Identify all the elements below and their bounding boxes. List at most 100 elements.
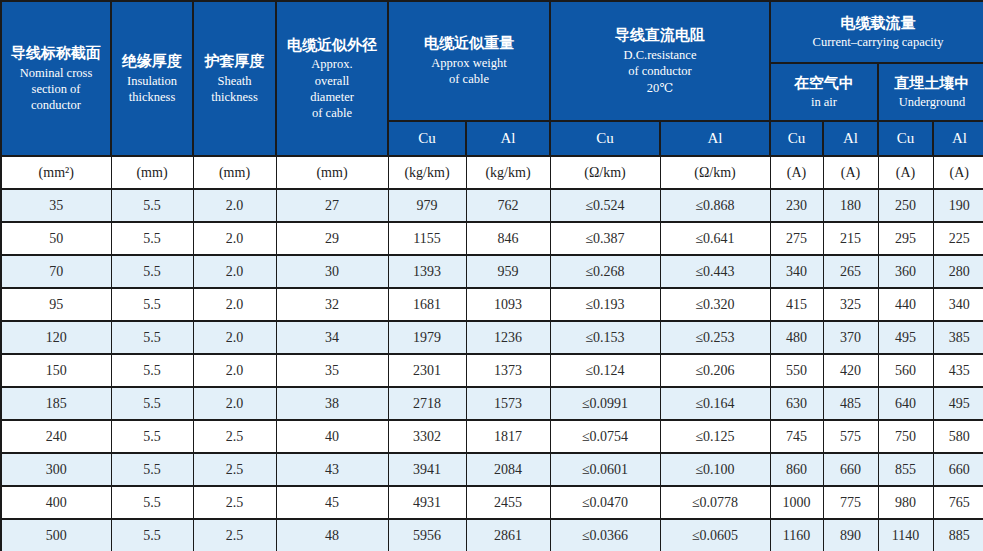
table-cell: 890 [823, 519, 878, 551]
table-row: 4005.52.54549312455≤0.0470≤0.07781000775… [1, 486, 983, 519]
header-air-cu: Cu [770, 121, 823, 156]
table-cell: 435 [933, 354, 983, 387]
table-cell: 560 [878, 354, 933, 387]
table-cell: 480 [770, 321, 823, 354]
table-cell: ≤0.193 [550, 288, 660, 321]
table-cell: 750 [878, 420, 933, 453]
table-cell: 1979 [388, 321, 466, 354]
table-cell: ≤0.164 [660, 387, 770, 420]
table-cell: 2.5 [193, 453, 276, 486]
table-cell: 1236 [466, 321, 550, 354]
table-cell: 1093 [466, 288, 550, 321]
table-cell: 3302 [388, 420, 466, 453]
table-cell: 300 [1, 453, 111, 486]
table-cell: 35 [276, 354, 388, 387]
table-row: 2405.52.54033021817≤0.0754≤0.12574557575… [1, 420, 983, 453]
table-cell: 190 [933, 189, 983, 222]
table-cell: 846 [466, 222, 550, 255]
table-cell: 340 [770, 255, 823, 288]
table-row: 705.52.0301393959≤0.268≤0.44334026536028… [1, 255, 983, 288]
table-cell: 370 [823, 321, 878, 354]
table-row: 1505.52.03523011373≤0.124≤0.206550420560… [1, 354, 983, 387]
unit-cell: (kg/km) [466, 156, 550, 189]
table-cell: 5.5 [111, 189, 193, 222]
header-sheath-zh: 护套厚度 [196, 52, 273, 71]
unit-cell: (mm²) [1, 156, 111, 189]
table-cell: 340 [933, 288, 983, 321]
unit-cell: (A) [770, 156, 823, 189]
table-cell: 640 [878, 387, 933, 420]
table-cell: 855 [878, 453, 933, 486]
table-cell: 1155 [388, 222, 466, 255]
table-cell: 2.0 [193, 321, 276, 354]
table-cell: 1681 [388, 288, 466, 321]
table-cell: 745 [770, 420, 823, 453]
table-cell: ≤0.206 [660, 354, 770, 387]
table-row: 505.52.0291155846≤0.387≤0.64127521529522… [1, 222, 983, 255]
unit-cell: (Ω/km) [660, 156, 770, 189]
table-cell: 1000 [770, 486, 823, 519]
table-cell: 40 [276, 420, 388, 453]
table-cell: ≤0.443 [660, 255, 770, 288]
header-underground-en: Underground [881, 94, 983, 110]
table-cell: 1140 [878, 519, 933, 551]
table-cell: 1393 [388, 255, 466, 288]
table-cell: 50 [1, 222, 111, 255]
table-cell: 2.0 [193, 189, 276, 222]
table-cell: 2301 [388, 354, 466, 387]
header-weight-al: Al [466, 121, 550, 156]
table-cell: 575 [823, 420, 878, 453]
table-cell: 2.0 [193, 288, 276, 321]
table-cell: ≤0.0605 [660, 519, 770, 551]
table-cell: ≤0.124 [550, 354, 660, 387]
header-in-air-zh: 在空气中 [773, 74, 875, 93]
table-cell: ≤0.125 [660, 420, 770, 453]
header-insulation-thickness: 绝缘厚度 Insulation thickness [111, 1, 193, 156]
table-row: 955.52.03216811093≤0.193≤0.3204153254403… [1, 288, 983, 321]
table-row: 355.52.027979762≤0.524≤0.868230180250190 [1, 189, 983, 222]
table-cell: ≤0.153 [550, 321, 660, 354]
table-cell: 95 [1, 288, 111, 321]
table-cell: 27 [276, 189, 388, 222]
table-cell: 5.5 [111, 255, 193, 288]
table-cell: 2718 [388, 387, 466, 420]
table-cell: 5.5 [111, 486, 193, 519]
header-dc-resistance: 导线直流电阻 D.C.resistance of conductor 20℃ [550, 1, 770, 121]
table-cell: 1160 [770, 519, 823, 551]
table-cell: ≤0.868 [660, 189, 770, 222]
table-cell: 275 [770, 222, 823, 255]
table-cell: 5.5 [111, 420, 193, 453]
header-in-air: 在空气中 in air [770, 63, 878, 121]
table-cell: 45 [276, 486, 388, 519]
table-cell: 32 [276, 288, 388, 321]
table-cell: ≤0.268 [550, 255, 660, 288]
table-cell: ≤0.253 [660, 321, 770, 354]
table-cell: ≤0.387 [550, 222, 660, 255]
table-cell: 5.5 [111, 288, 193, 321]
table-cell: 1817 [466, 420, 550, 453]
table-cell: ≤0.320 [660, 288, 770, 321]
table-cell: 35 [1, 189, 111, 222]
table-cell: 4931 [388, 486, 466, 519]
unit-cell: (mm) [193, 156, 276, 189]
table-cell: 550 [770, 354, 823, 387]
table-cell: 762 [466, 189, 550, 222]
header-current-capacity: 电缆载流量 Current–carrying capacity [770, 1, 983, 63]
table-cell: ≤0.100 [660, 453, 770, 486]
table-cell: 30 [276, 255, 388, 288]
table-body: 355.52.027979762≤0.524≤0.868230180250190… [1, 189, 983, 551]
header-resistance-en: D.C.resistance of conductor 20℃ [553, 47, 767, 96]
header-nominal-section-zh: 导线标称截面 [4, 44, 108, 63]
table-cell: 2.0 [193, 222, 276, 255]
unit-cell: (Ω/km) [550, 156, 660, 189]
table-cell: 1373 [466, 354, 550, 387]
table-cell: 120 [1, 321, 111, 354]
unit-cell: (kg/km) [388, 156, 466, 189]
table-cell: 250 [878, 189, 933, 222]
table-cell: 240 [1, 420, 111, 453]
table-row: 1205.52.03419791236≤0.153≤0.253480370495… [1, 321, 983, 354]
table-cell: 979 [388, 189, 466, 222]
header-nominal-section-en: Nominal cross section of conductor [4, 65, 108, 114]
table-cell: 34 [276, 321, 388, 354]
table-cell: ≤0.524 [550, 189, 660, 222]
